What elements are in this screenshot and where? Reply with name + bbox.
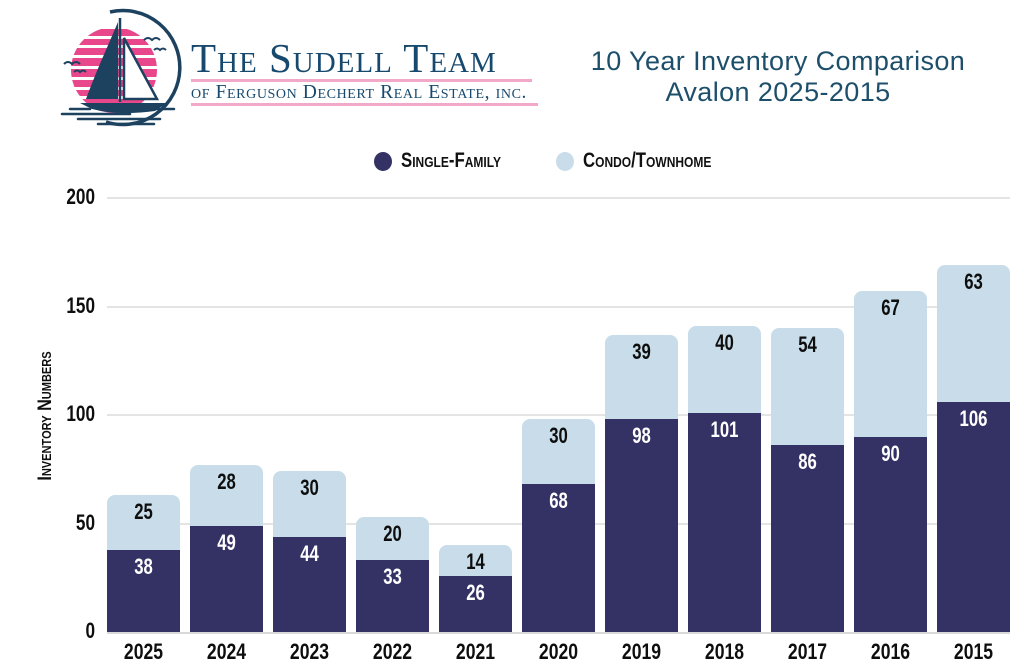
bar-value-condo-townhome: 14 bbox=[466, 549, 485, 575]
bar-segment-condo-townhome bbox=[439, 545, 512, 576]
y-tick-label: 200 bbox=[66, 184, 95, 209]
x-tick-label: 2025 bbox=[123, 639, 164, 664]
boat-hull bbox=[80, 103, 167, 114]
bar-segment-condo-townhome bbox=[854, 291, 927, 437]
single-family-swatch-icon bbox=[373, 151, 392, 171]
bar-value-condo-townhome: 63 bbox=[964, 269, 983, 295]
water-waves bbox=[60, 107, 176, 126]
x-axis-line bbox=[107, 632, 1010, 634]
y-tick-label: 100 bbox=[66, 401, 95, 426]
bar-segment-condo-townhome bbox=[190, 464, 263, 526]
y-tick-label: 0 bbox=[85, 618, 95, 643]
bar-value-condo-townhome: 28 bbox=[217, 468, 236, 494]
bar-segment-condo-townhome bbox=[107, 495, 180, 550]
bar-segment-condo-townhome bbox=[522, 419, 595, 485]
legend-label-single-family: Single-Family bbox=[400, 149, 501, 172]
bar-value-single-family: 98 bbox=[632, 423, 651, 449]
x-tick-label: 2020 bbox=[538, 639, 579, 664]
x-tick-label: 2021 bbox=[455, 639, 496, 664]
chart-title-line-1: 10 Year Inventory Comparison bbox=[590, 46, 966, 76]
bar-segment-condo-townhome bbox=[937, 265, 1010, 402]
legend-item-single-family: Single-Family bbox=[373, 149, 526, 173]
bar-value-condo-townhome: 40 bbox=[715, 330, 734, 356]
sailboat-sunset-logo bbox=[60, 8, 182, 127]
bar-value-single-family: 49 bbox=[217, 529, 236, 555]
bar-value-single-family: 101 bbox=[710, 416, 739, 442]
bar-value-condo-townhome: 20 bbox=[383, 520, 402, 546]
bar-segment-single-family bbox=[273, 536, 346, 632]
x-tick-label: 2022 bbox=[372, 639, 413, 664]
bar-segment-condo-townhome bbox=[605, 334, 678, 420]
bar-segment-single-family bbox=[605, 419, 678, 632]
chart-legend: Single-Family Condo/Townhome bbox=[107, 149, 1010, 173]
x-tick-label: 2019 bbox=[621, 639, 662, 664]
brand-underline-top bbox=[191, 79, 532, 82]
boat-right-sail bbox=[122, 37, 160, 101]
brand-underline-bottom bbox=[191, 103, 538, 106]
grid-line bbox=[107, 305, 1010, 308]
bar-value-condo-townhome: 67 bbox=[881, 295, 900, 321]
legend-label-condo-townhome: Condo/Townhome bbox=[582, 149, 712, 172]
chart-title: 10 Year Inventory Comparison Avalon 2025… bbox=[548, 46, 1008, 108]
bar-value-single-family: 68 bbox=[549, 488, 568, 514]
bar-value-single-family: 38 bbox=[134, 553, 153, 579]
bar-segment-single-family bbox=[439, 575, 512, 632]
grid-line bbox=[107, 414, 1010, 416]
chart-title-line-2: Avalon 2025-2015 bbox=[665, 77, 891, 107]
x-tick-label: 2024 bbox=[206, 639, 247, 664]
bar-segment-single-family bbox=[356, 560, 429, 632]
x-tick-label: 2023 bbox=[289, 639, 330, 664]
x-tick-label: 2017 bbox=[787, 639, 828, 664]
condo-townhome-swatch-icon bbox=[555, 151, 574, 171]
y-tick-label: 150 bbox=[66, 292, 95, 318]
bar-value-condo-townhome: 54 bbox=[798, 332, 817, 358]
x-tick-label: 2016 bbox=[870, 639, 911, 664]
bar-segment-single-family bbox=[688, 412, 761, 632]
grid-line bbox=[107, 197, 1010, 199]
brand-name: The Sudell Team bbox=[191, 35, 497, 81]
x-tick-label: 2018 bbox=[704, 639, 745, 664]
bar-value-single-family: 26 bbox=[466, 579, 485, 605]
bar-segment-condo-townhome bbox=[273, 471, 346, 537]
bar-value-single-family: 86 bbox=[798, 449, 817, 475]
bar-value-condo-townhome: 39 bbox=[632, 338, 651, 364]
bar-segment-single-family bbox=[854, 436, 927, 632]
bar-value-condo-townhome: 30 bbox=[549, 423, 568, 449]
bar-segment-single-family bbox=[522, 484, 595, 632]
bar-value-single-family: 90 bbox=[881, 440, 900, 466]
bar-segment-single-family bbox=[190, 525, 263, 632]
bar-segment-condo-townhome bbox=[688, 326, 761, 413]
y-tick-label: 50 bbox=[75, 509, 95, 535]
bar-segment-condo-townhome bbox=[356, 516, 429, 561]
bar-segment-single-family bbox=[771, 445, 844, 632]
boat-left-sail bbox=[86, 22, 118, 99]
bar-segment-single-family bbox=[107, 549, 180, 632]
bar-value-single-family: 33 bbox=[383, 564, 402, 590]
bar-segment-condo-townhome bbox=[771, 328, 844, 446]
brand-subtitle: of Ferguson Dechert Real Estate, inc. bbox=[191, 82, 527, 103]
bar-value-condo-townhome: 30 bbox=[300, 475, 319, 501]
bar-value-single-family: 106 bbox=[959, 405, 988, 431]
bar-value-condo-townhome: 25 bbox=[134, 499, 153, 525]
x-tick-label: 2015 bbox=[953, 639, 994, 664]
bar-segment-single-family bbox=[937, 401, 1010, 632]
bird-icons bbox=[63, 37, 167, 74]
bar-value-single-family: 44 bbox=[300, 540, 319, 566]
legend-item-condo-townhome: Condo/Townhome bbox=[555, 149, 744, 173]
